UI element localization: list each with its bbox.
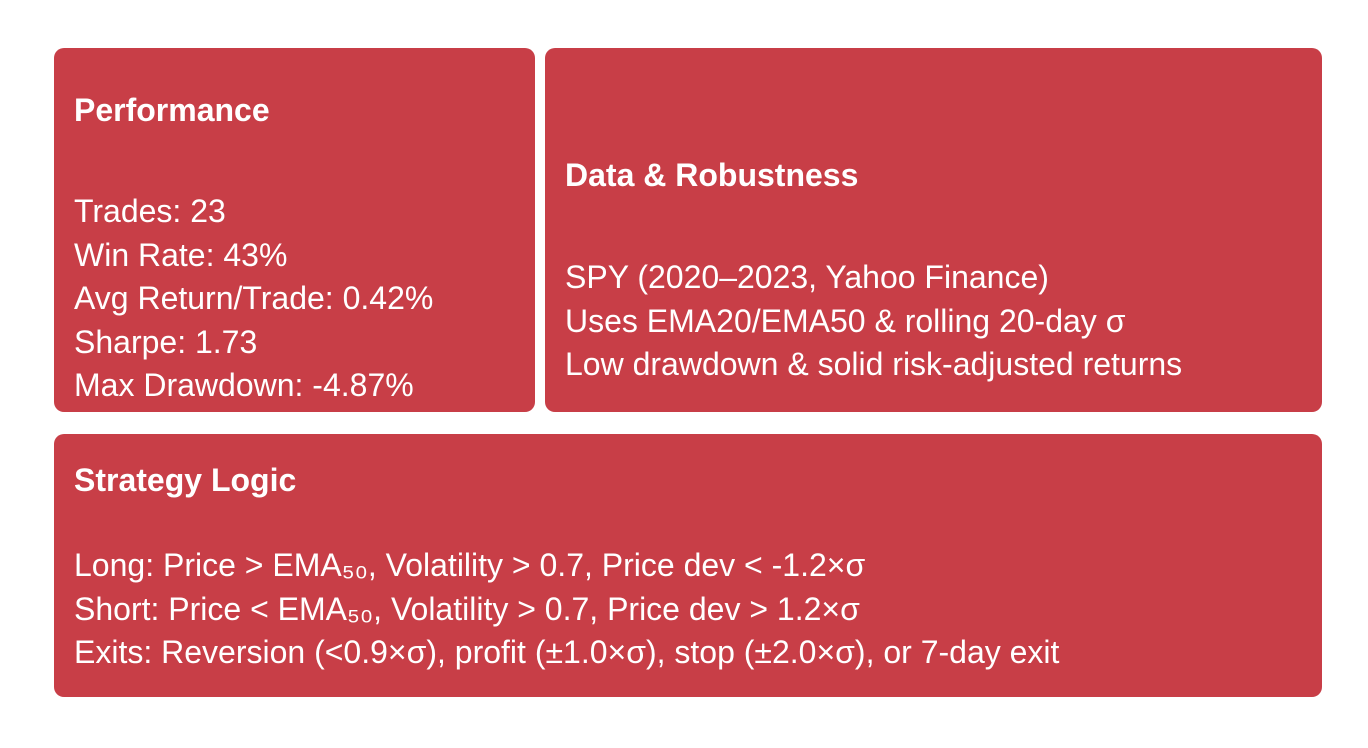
short-rule: Short: Price < EMA₅₀, Volatility > 0.7, … [74,590,860,627]
performance-metrics: Trades: 23 Win Rate: 43% Avg Return/Trad… [74,190,433,451]
strategy-rules: Long: Price > EMA₅₀, Volatility > 0.7, P… [74,544,1059,675]
indicators-line: Uses EMA20/EMA50 & rolling 20-day σ [565,302,1126,339]
strategy-logic-title: Strategy Logic [74,462,297,498]
exit-rule: Exits: Reversion (<0.9×σ), profit (±1.0×… [74,634,1060,670]
data-robustness-title: Data & Robustness [565,157,859,193]
performance-card: Performance Trades: 23 Win Rate: 43% Avg… [54,48,535,447]
long-rule: Long: Price > EMA₅₀, Volatility > 0.7, P… [74,547,866,583]
metric-max-drawdown: Max Drawdown: -4.87% [74,367,414,403]
robustness-line: Low drawdown & solid risk-adjusted retur… [565,346,1183,382]
performance-title: Performance [74,92,270,128]
data-robustness-notes: SPY (2020–2023, Yahoo Finance) Uses EMA2… [565,256,1182,387]
metric-trades: Trades: 23 [74,193,226,229]
data-robustness-card: Data & Robustness SPY (2020–2023, Yahoo … [545,48,1322,412]
metric-avg-return: Avg Return/Trade: 0.42% [74,280,434,316]
strategy-logic-card: Strategy Logic Long: Price > EMA₅₀, Vola… [54,434,1322,697]
metric-sharpe: Sharpe: 1.73 [74,323,258,360]
metric-win-rate: Win Rate: 43% [74,236,288,273]
data-source-line: SPY (2020–2023, Yahoo Finance) [565,259,1049,295]
